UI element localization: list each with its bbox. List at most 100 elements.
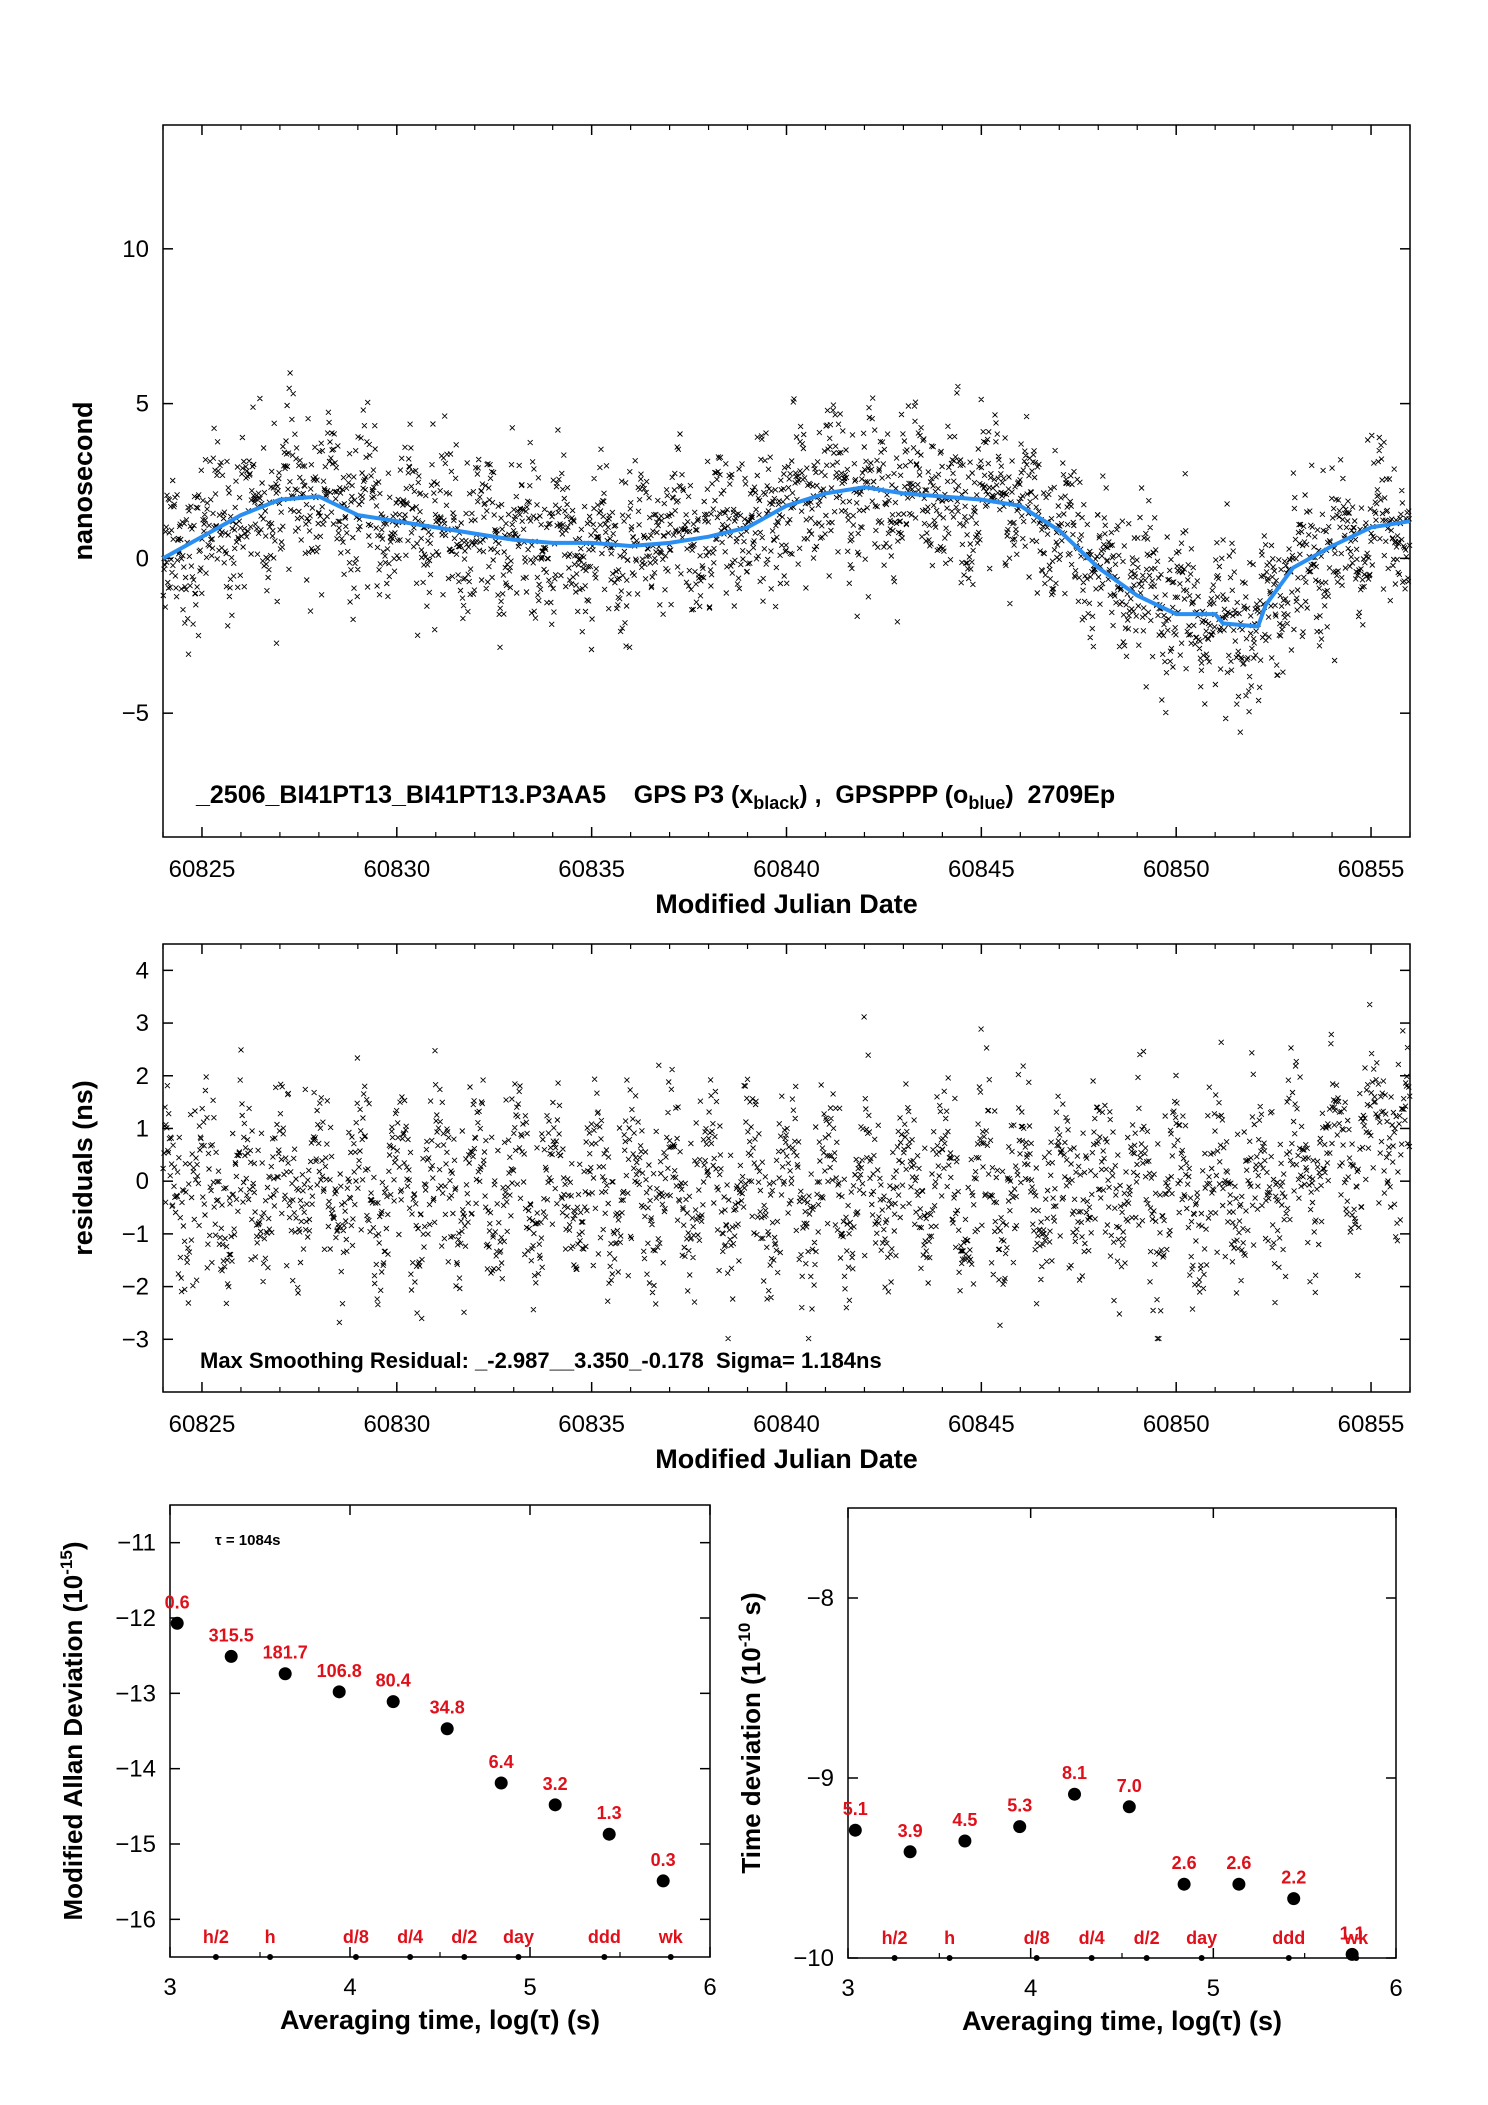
x-tick-label: 60855 (1338, 1411, 1405, 1438)
data-label: 5.1 (843, 1799, 868, 1819)
data-point (440, 1722, 454, 1736)
x-tick-label: 5 (1207, 1975, 1220, 2002)
time-marker-dot (891, 1955, 898, 1961)
time-marker-label: h/2 (203, 1927, 229, 1947)
x-tick-label: 4 (1024, 1975, 1037, 2002)
data-label: 2.6 (1172, 1853, 1197, 1873)
panel-mdev: 3 4 5 6 −16 −15 −14 −13 −12 −11 0.6 315.5 181.7 106.8… (57, 1504, 717, 2035)
y-tick-label: −9 (807, 1765, 834, 1792)
fit-line-blue (162, 485, 1411, 629)
time-marker-dot (461, 1954, 468, 1960)
time-marker-label: h/2 (882, 1928, 908, 1948)
time-marker-label: d/4 (1079, 1928, 1105, 1948)
y-tick-label: −1 (122, 1221, 149, 1248)
data-point (656, 1874, 670, 1888)
data-label: 8.1 (1062, 1763, 1087, 1783)
x-tick-label: 6 (703, 1974, 716, 2001)
time-marker-dot (407, 1954, 414, 1960)
x-tick-label: 3 (163, 1974, 176, 2001)
y-tick-label: 4 (136, 957, 149, 984)
x-tick-label: 5 (523, 1974, 536, 2001)
data-label: 7.0 (1117, 1776, 1142, 1796)
x-tick-label: 60835 (558, 856, 625, 883)
time-marker-label: ddd (588, 1927, 621, 1947)
residual-points-x (160, 1001, 1413, 1342)
data-point (494, 1776, 508, 1790)
time-marker-label: h (944, 1928, 955, 1948)
y-tick-label: 3 (136, 1010, 149, 1037)
y-tick-label: 2 (136, 1063, 149, 1090)
time-marker-label: day (1186, 1928, 1217, 1948)
data-label: 6.4 (489, 1752, 514, 1772)
y-tick-label: −11 (117, 1530, 156, 1557)
data-point (1068, 1787, 1082, 1801)
time-marker-label: wk (658, 1927, 684, 1947)
tau-annotation: τ = 1084s (215, 1532, 281, 1549)
data-label: 2.2 (1281, 1868, 1306, 1888)
y-axis-label: Time deviation (10-10 s) (735, 1592, 766, 1873)
data-label: 34.8 (430, 1698, 465, 1718)
x-tick-label: 60845 (948, 856, 1015, 883)
y-tick-label: −3 (122, 1326, 149, 1353)
data-point (602, 1827, 616, 1841)
x-tick-label: 60850 (1143, 1411, 1210, 1438)
data-label: 3.2 (543, 1774, 568, 1794)
data-label: 0.3 (651, 1850, 676, 1870)
y-axis-label: Modified Allan Deviation (10-15) (57, 1542, 88, 1921)
data-point (170, 1616, 184, 1630)
y-axis-label: residuals (ns) (68, 1080, 98, 1256)
data-label: 106.8 (317, 1661, 362, 1681)
data-label: 2.6 (1226, 1853, 1251, 1873)
data-label: 3.9 (898, 1821, 923, 1841)
time-marker-label: d/4 (397, 1927, 423, 1947)
time-marker-dot (946, 1955, 953, 1961)
y-tick-label: 5 (136, 391, 149, 418)
time-marker-dot (212, 1954, 219, 1960)
time-marker-dot (1285, 1955, 1292, 1961)
y-tick-label: −5 (122, 700, 149, 727)
chart-title: _2506_BI41PT13_BI41PT13.P3AA5 GPS P3 (xb… (195, 781, 1115, 813)
panel-time-offset: 60825 60830 60835 60840 60845 60850 60855 −5 0 5 1… (68, 124, 1413, 919)
data-point (1232, 1877, 1246, 1891)
data-point (278, 1667, 292, 1681)
x-axis-label: Modified Julian Date (655, 1444, 918, 1474)
data-label: 4.5 (952, 1810, 977, 1830)
x-tick-label: 4 (343, 1974, 356, 2001)
x-tick-label: 60840 (753, 1411, 820, 1438)
y-tick-label: −15 (115, 1831, 156, 1858)
data-point (1013, 1820, 1027, 1834)
data-point (903, 1845, 917, 1859)
y-tick-label: −8 (807, 1585, 834, 1612)
time-marker-label: ddd (1272, 1928, 1305, 1948)
time-marker-label: d/8 (1024, 1928, 1050, 1948)
data-label: 80.4 (376, 1671, 411, 1691)
data-point (848, 1823, 862, 1837)
x-axis-label: Averaging time, log(τ) (s) (962, 2006, 1282, 2036)
y-tick-label: 10 (122, 236, 149, 263)
time-marker-dot (601, 1954, 608, 1960)
y-tick-label: −12 (115, 1605, 156, 1632)
y-tick-label: 0 (136, 545, 149, 572)
time-marker-dot (1198, 1955, 1205, 1961)
time-marker-label: d/8 (343, 1927, 369, 1947)
x-tick-label: 3 (841, 1975, 854, 2002)
time-marker-dot (1143, 1955, 1150, 1961)
y-axis-label: nanosecond (68, 401, 98, 560)
x-tick-label: 60845 (948, 1411, 1015, 1438)
residual-summary: Max Smoothing Residual: _-2.987__3.350_-… (200, 1348, 882, 1373)
data-point (1287, 1892, 1301, 1906)
time-marker-label: d/2 (451, 1927, 477, 1947)
x-tick-label: 6 (1389, 1975, 1402, 2002)
time-marker-dot (1088, 1955, 1095, 1961)
data-point (332, 1685, 346, 1699)
x-tick-label: 60835 (558, 1411, 625, 1438)
data-label: 1.1 (1340, 1923, 1365, 1943)
panel-residuals: 60825 60830 60835 60840 60845 60850 60855 −3 −2 −… (68, 943, 1413, 1474)
y-tick-label: −10 (793, 1945, 834, 1972)
x-tick-label: 60855 (1338, 856, 1405, 883)
data-point (958, 1834, 972, 1848)
time-marker-label: day (503, 1927, 534, 1947)
time-marker-dot (667, 1954, 674, 1960)
y-tick-label: −2 (122, 1274, 149, 1301)
